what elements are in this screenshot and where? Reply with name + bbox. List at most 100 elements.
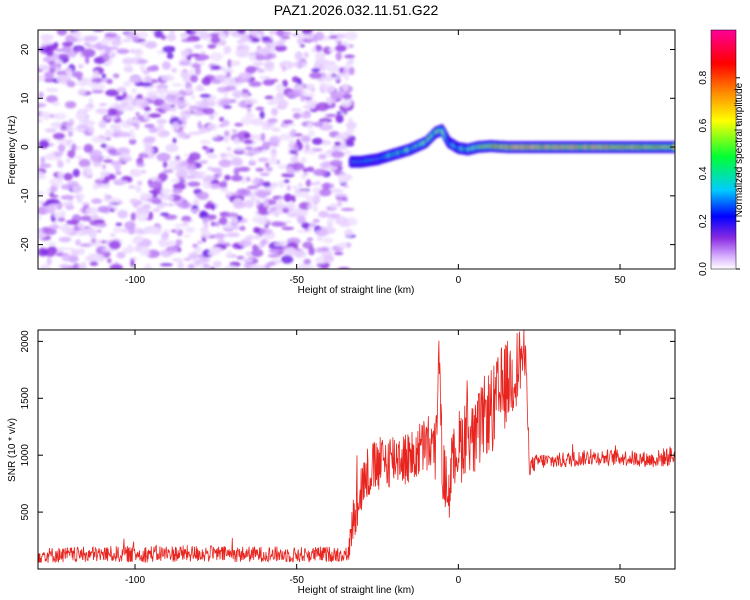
noise-cell — [209, 114, 215, 120]
noise-cell — [100, 170, 110, 177]
noise-cell — [57, 171, 64, 177]
noise-cell — [342, 83, 349, 92]
noise-cell — [286, 184, 291, 192]
noise-cell — [57, 217, 66, 222]
noise-cell — [152, 208, 161, 213]
noise-cell — [65, 205, 75, 210]
noise-cell — [250, 195, 256, 204]
noise-cell — [140, 192, 148, 198]
noise-cell — [58, 264, 70, 269]
noise-cell — [115, 35, 122, 42]
noise-cell — [325, 113, 337, 118]
noise-region — [38, 30, 358, 269]
noise-cell — [286, 167, 295, 175]
noise-cell — [129, 128, 134, 133]
noise-cell — [101, 73, 107, 79]
noise-cell — [315, 102, 330, 112]
noise-cell — [243, 139, 253, 145]
noise-cell — [53, 211, 63, 219]
noise-cell — [168, 30, 176, 35]
noise-cell — [40, 41, 54, 46]
noise-cell — [296, 215, 306, 224]
noise-cell — [292, 185, 297, 189]
noise-cell — [175, 170, 188, 179]
noise-cell — [156, 131, 169, 138]
noise-cell — [230, 175, 243, 182]
noise-cell — [329, 35, 338, 39]
noise-cell — [162, 161, 168, 169]
noise-cell — [178, 117, 188, 122]
noise-cell — [102, 164, 107, 170]
noise-cell — [312, 194, 321, 204]
noise-cell — [66, 80, 76, 88]
noise-cell — [46, 187, 51, 195]
noise-cell — [188, 105, 199, 111]
noise-cell — [171, 121, 180, 131]
noise-cell — [251, 248, 264, 258]
noise-cell — [136, 94, 144, 100]
noise-cell — [81, 48, 96, 58]
noise-cell — [62, 41, 74, 47]
noise-cell — [251, 117, 263, 126]
noise-cell — [102, 52, 110, 62]
noise-cell — [171, 99, 185, 105]
noise-cell — [171, 83, 183, 87]
noise-cell — [38, 74, 45, 82]
noise-cell — [195, 57, 204, 61]
noise-cell — [39, 111, 52, 119]
spectrogram-panel: -100 -50 0 50 20 10 0 -10 -20 Height of straigh… — [7, 29, 676, 296]
noise-cell — [91, 135, 103, 144]
noise-cell — [337, 198, 343, 208]
noise-cell — [318, 153, 327, 160]
noise-cell — [126, 119, 140, 124]
noise-cell — [255, 106, 265, 111]
noise-cell — [315, 180, 321, 185]
noise-cell — [345, 121, 357, 130]
noise-cell — [190, 95, 196, 100]
noise-cell — [251, 37, 261, 43]
noise-cell — [199, 30, 210, 33]
noise-cell — [45, 95, 58, 103]
noise-cell — [247, 107, 252, 113]
x-tick-label: -100 — [125, 575, 145, 586]
noise-cell — [38, 200, 45, 205]
noise-cell — [262, 141, 271, 151]
noise-cell — [210, 221, 216, 227]
noise-cell — [185, 226, 196, 233]
colorbar-gradient — [710, 29, 737, 270]
noise-cell — [303, 51, 309, 59]
noise-cell — [291, 162, 305, 171]
noise-cell — [159, 263, 173, 267]
noise-cell — [90, 75, 101, 79]
noise-cell — [165, 143, 179, 153]
noise-cell — [58, 236, 72, 243]
noise-cell — [50, 194, 59, 198]
noise-cell — [67, 130, 74, 137]
noise-cell — [142, 69, 150, 75]
noise-cell — [67, 149, 76, 159]
noise-cell — [112, 227, 123, 234]
noise-cell — [302, 167, 308, 173]
noise-cell — [225, 71, 231, 79]
noise-cell — [131, 35, 140, 42]
noise-cell — [288, 202, 293, 207]
noise-cell — [275, 83, 284, 93]
noise-cell — [205, 146, 210, 155]
noise-cell — [306, 122, 314, 129]
noise-cell — [296, 78, 302, 86]
noise-cell — [262, 79, 275, 86]
noise-cell — [259, 172, 270, 176]
noise-cell — [115, 222, 123, 227]
noise-cell — [210, 35, 221, 44]
noise-cell — [177, 261, 184, 269]
noise-cell — [211, 167, 223, 173]
noise-cell — [142, 153, 147, 157]
snr-y-axis: 2000 1500 1000 500 — [20, 330, 675, 520]
noise-cell — [281, 255, 294, 264]
noise-cell — [329, 31, 334, 35]
noise-cell — [137, 59, 148, 64]
noise-cell — [76, 155, 83, 160]
noise-cell — [274, 242, 287, 247]
noise-cell — [77, 198, 83, 203]
noise-cell — [122, 91, 128, 99]
